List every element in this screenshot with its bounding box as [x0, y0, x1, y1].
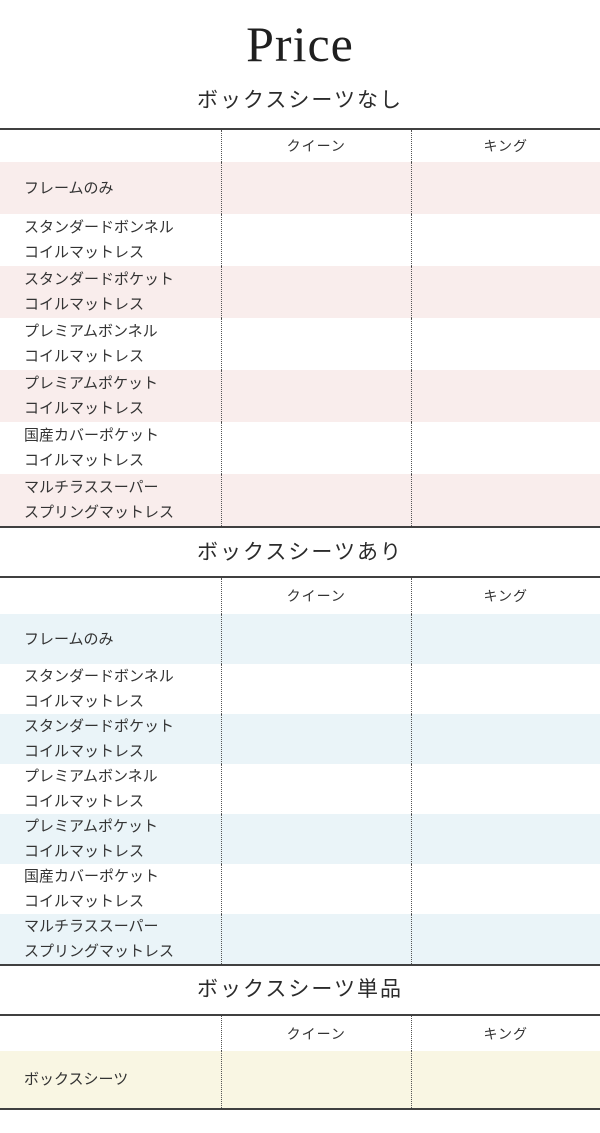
row-label: ボックスシーツ — [24, 1071, 129, 1088]
row-label: フレームのみ — [24, 179, 114, 197]
price-cell-king — [410, 474, 600, 526]
price-cell-king — [410, 664, 600, 714]
section-box-sheets-only: ボックスシーツ単品 クイーン キングボックスシーツ — [0, 974, 600, 1110]
row-label: プレミアムボンネル コイルマットレス — [24, 768, 158, 810]
price-cell-king — [410, 1051, 600, 1108]
price-cell-king — [410, 714, 600, 764]
row-label: スタンダードポケット コイルマットレス — [24, 271, 175, 313]
table-row: ボックスシーツ — [0, 1051, 600, 1108]
price-cell-queen — [221, 422, 411, 474]
column-header-queen: クイーン — [221, 1016, 411, 1051]
table-row: 国産カバーポケット コイルマットレス — [0, 422, 600, 474]
row-label: プレミアムポケット コイルマットレス — [24, 375, 158, 417]
table-row: スタンダードボンネル コイルマットレス — [0, 664, 600, 714]
price-cell-queen — [221, 864, 411, 914]
section-title-with-box-sheets: ボックスシーツあり — [197, 540, 403, 564]
price-cell-queen — [221, 814, 411, 864]
price-cell-queen — [221, 1051, 411, 1108]
table-row: スタンダードポケット コイルマットレス — [0, 266, 600, 318]
price-cell-king — [410, 614, 600, 664]
price-cell-queen — [221, 370, 411, 422]
price-cell-queen — [221, 318, 411, 370]
price-cell-queen — [221, 162, 411, 214]
column-header-queen: クイーン — [221, 130, 411, 162]
price-cell-king — [410, 864, 600, 914]
price-cell-king — [410, 814, 600, 864]
row-label: スタンダードボンネル コイルマットレス — [24, 668, 174, 710]
price-cell-queen — [221, 764, 411, 814]
price-table-box-sheets-only: クイーン キングボックスシーツ — [0, 1014, 600, 1110]
price-cell-king — [410, 914, 600, 964]
row-label: マルチラススーパー スプリングマットレス — [24, 918, 175, 960]
table-row: 国産カバーポケット コイルマットレス — [0, 864, 600, 914]
row-label: プレミアムボンネル コイルマットレス — [24, 323, 158, 365]
row-label: 国産カバーポケット コイルマットレス — [24, 868, 160, 910]
price-table-no-box-sheets: クイーン キングフレームのみスタンダードボンネル コイルマットレス スタンダードポケ… — [0, 128, 600, 528]
price-cell-king — [410, 162, 600, 214]
header-spacer-cell — [0, 1016, 221, 1051]
price-page: Price ボックスシーツなし クイーン キング フレームのみ スタンダードボンネル … — [0, 16, 600, 1110]
section-no-box-sheets: ボックスシーツなし クイーン キングフレームのみスタンダードボンネル コイルマット… — [0, 85, 600, 528]
table-row: フレームのみ — [0, 162, 600, 214]
column-header-king: キング — [410, 130, 600, 162]
price-cell-queen — [221, 474, 411, 526]
price-cell-queen — [221, 266, 411, 318]
price-cell-king — [410, 370, 600, 422]
section-title-box-sheets-only: ボックスシーツ単品 — [197, 977, 403, 1001]
row-label: スタンダードボンネル コイルマットレス — [24, 219, 174, 261]
table-row: スタンダードポケット コイルマットレス — [0, 714, 600, 764]
price-cell-king — [410, 764, 600, 814]
table-header-row: クイーン キング — [0, 1016, 600, 1051]
section-title-no-box-sheets: ボックスシーツなし — [197, 88, 403, 112]
column-header-king: キング — [410, 578, 600, 614]
row-label: フレームのみ — [24, 630, 114, 648]
row-label: 国産カバーポケット コイルマットレス — [24, 427, 160, 469]
table-row: スタンダードボンネル コイルマットレス — [0, 214, 600, 266]
column-header-queen: クイーン — [221, 578, 411, 614]
price-cell-king — [410, 266, 600, 318]
row-label: マルチラススーパー スプリングマットレス — [24, 479, 175, 521]
row-label: スタンダードポケット コイルマットレス — [24, 718, 175, 760]
section-with-box-sheets: ボックスシーツあり クイーン キングフレームのみスタンダードボンネル コイルマット… — [0, 537, 600, 966]
table-row: マルチラススーパー スプリングマットレス — [0, 914, 600, 964]
table-row: プレミアムボンネル コイルマットレス — [0, 764, 600, 814]
price-cell-king — [410, 214, 600, 266]
table-row: プレミアムボンネル コイルマットレス — [0, 318, 600, 370]
price-cell-king — [410, 318, 600, 370]
price-cell-queen — [221, 214, 411, 266]
column-header-king: キング — [410, 1016, 600, 1051]
table-header-row: クイーン キング — [0, 130, 600, 162]
table-row: フレームのみ — [0, 614, 600, 664]
header-spacer-cell — [0, 578, 221, 614]
page-title: Price — [246, 16, 354, 72]
header-spacer-cell — [0, 130, 221, 162]
table-header-row: クイーン キング — [0, 578, 600, 614]
row-label: プレミアムポケット コイルマットレス — [24, 818, 158, 860]
price-cell-king — [410, 422, 600, 474]
price-cell-queen — [221, 614, 411, 664]
price-cell-queen — [221, 914, 411, 964]
price-cell-queen — [221, 714, 411, 764]
price-cell-queen — [221, 664, 411, 714]
table-row: プレミアムポケット コイルマットレス — [0, 370, 600, 422]
table-row: マルチラススーパー スプリングマットレス — [0, 474, 600, 526]
table-row: プレミアムポケット コイルマットレス — [0, 814, 600, 864]
price-table-with-box-sheets: クイーン キングフレームのみスタンダードボンネル コイルマットレス スタンダードポケ… — [0, 576, 600, 966]
